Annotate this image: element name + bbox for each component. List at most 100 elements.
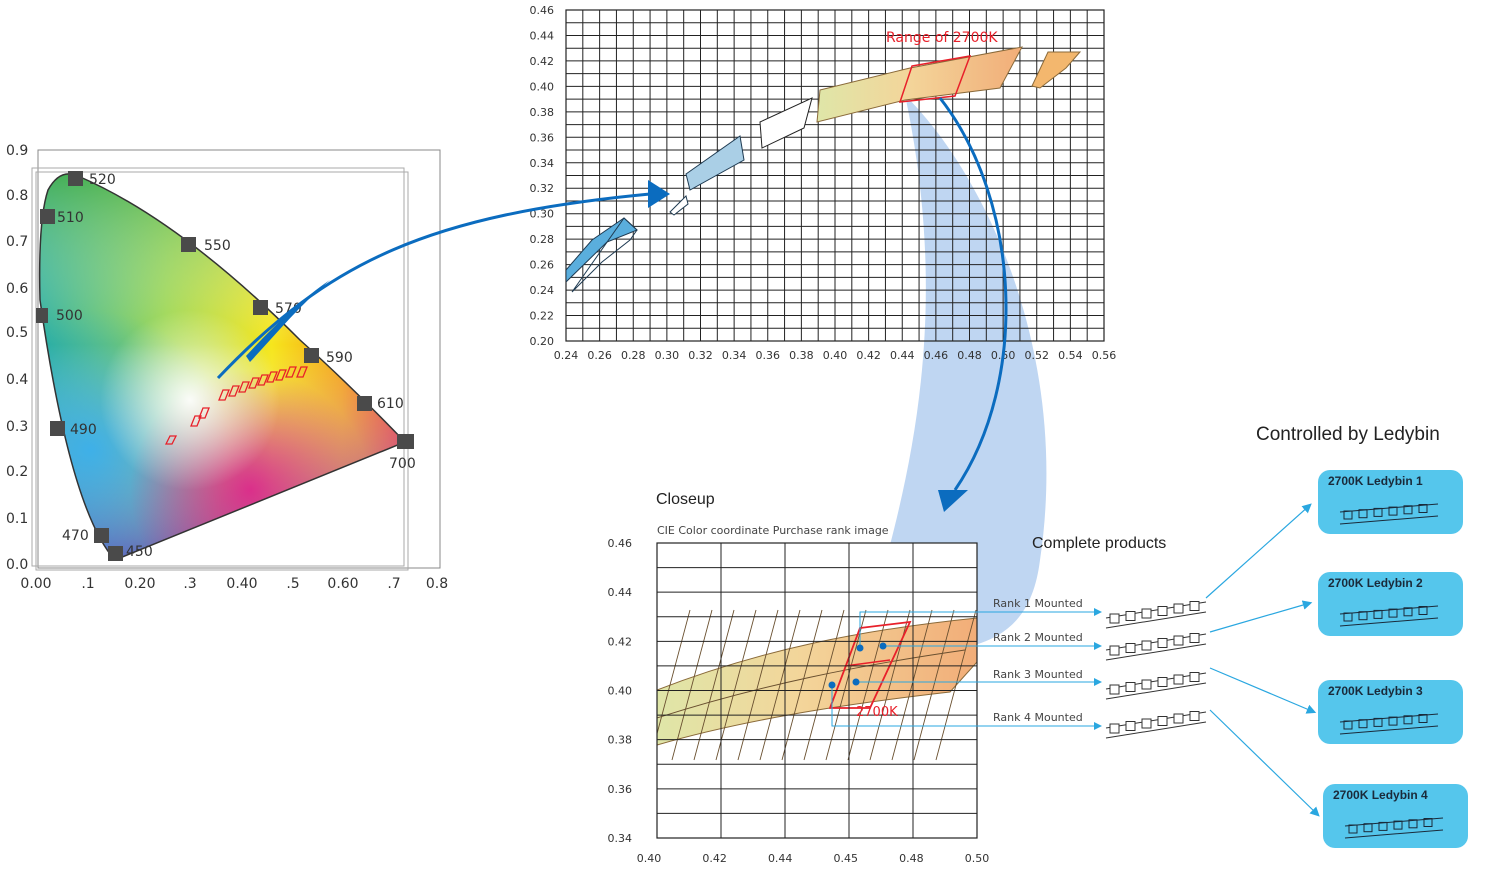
top-x-tick: 0.40	[823, 349, 848, 362]
top-y-tick: 0.28	[530, 233, 555, 246]
zoom-arrow-head	[938, 490, 968, 512]
bin-2200k	[1031, 51, 1082, 89]
ledybin-chip	[1403, 607, 1413, 617]
led-chip	[1173, 603, 1184, 614]
cie-x-tick: .1	[81, 576, 94, 592]
closeup-y-tick: 0.34	[608, 832, 633, 845]
led-chip	[1109, 723, 1120, 734]
ledybin-label: 2700K Ledybin 3	[1328, 684, 1423, 698]
cie-y-tick: 0.6	[6, 281, 28, 297]
top-x-tick: 0.52	[1025, 349, 1050, 362]
ledybin-bg	[1318, 470, 1463, 534]
cie-y-tick: 0.3	[6, 419, 28, 435]
top-y-tick: 0.24	[530, 284, 555, 297]
led-strip	[1105, 633, 1207, 661]
ledybin-box-2: 2700K Ledybin 2	[1318, 572, 1463, 636]
ledybin-chip	[1363, 823, 1373, 833]
closeup-x-tick: 0.48	[899, 852, 924, 865]
closeup-2700k-bin	[828, 620, 912, 709]
bin-5000k-a	[669, 195, 689, 216]
band-divider	[803, 609, 845, 761]
band-divider	[737, 609, 779, 761]
closeup-title: Closeup	[656, 491, 715, 508]
led-strip	[1105, 601, 1207, 629]
ledybin-label: 2700K Ledybin 1	[1328, 474, 1423, 488]
top-y-tick: 0.26	[530, 259, 555, 272]
top-y-tick: 0.44	[530, 29, 555, 42]
top-x-tick: 0.26	[587, 349, 612, 362]
cie-x-tick: 0.00	[20, 576, 51, 592]
closeup-2700k-label: 2700K	[856, 705, 898, 720]
ledybin-chip	[1358, 509, 1368, 519]
band-divider	[715, 609, 757, 761]
strip-to-bin-arrow	[1209, 709, 1320, 817]
ledybin-chip	[1373, 507, 1383, 517]
top-x-tick: 0.24	[554, 349, 579, 362]
ledybin-chip	[1418, 504, 1428, 513]
bin-2700k-range	[898, 55, 972, 103]
band-midline	[657, 649, 966, 719]
band-divider	[825, 609, 867, 761]
cie-y-tick: 0.5	[6, 325, 28, 341]
closeup-y-tick: 0.38	[608, 734, 633, 747]
bin-5000k	[685, 135, 745, 191]
top-x-tick: 0.34	[722, 349, 747, 362]
strip-to-bin-arrow	[1209, 667, 1317, 714]
led-chip	[1125, 682, 1136, 692]
ledybin-chip	[1403, 505, 1413, 515]
wl-450: 450	[126, 544, 153, 560]
top-chart-bins	[566, 46, 1082, 293]
closeup-y-tick: 0.36	[608, 783, 633, 796]
ledybin-chip	[1418, 606, 1428, 615]
closeup-x-tick: 0.50	[965, 852, 990, 865]
top-x-tick: 0.44	[890, 349, 915, 362]
led-chip	[1125, 721, 1136, 731]
led-strip	[1105, 672, 1207, 700]
wl-550: 550	[204, 238, 231, 254]
cie-y-tick: 0.0	[6, 557, 28, 573]
closeup-chart: Closeup CIE Color coordinate Purchase ra…	[608, 491, 1102, 865]
ledybin-chip	[1378, 821, 1388, 831]
ledybin-box-3: 2700K Ledybin 3	[1318, 680, 1463, 744]
top-y-tick: 0.42	[530, 55, 555, 68]
ledybin-boxes: 2700K Ledybin 1 2700K Ledybin 2 2700K Ledy…	[1318, 470, 1468, 848]
led-chip	[1109, 684, 1120, 695]
led-chip	[1189, 633, 1200, 643]
ledybin-chip	[1348, 824, 1358, 834]
led-chip	[1189, 711, 1200, 721]
top-x-tick: 0.28	[621, 349, 646, 362]
cie-color-gamut	[39, 173, 406, 560]
cie-x-tick: 0.20	[124, 576, 155, 592]
ledybin-title: Controlled by Ledybin	[1256, 424, 1440, 445]
led-chip	[1173, 635, 1184, 646]
band-divider	[847, 609, 889, 761]
wl-510: 510	[57, 210, 84, 226]
closeup-y-tick: 0.44	[608, 586, 633, 599]
top-x-tick: 0.32	[688, 349, 713, 362]
cie-y-tick: 0.2	[6, 464, 28, 480]
ledybin-chip	[1418, 714, 1428, 723]
ledybin-chip	[1343, 510, 1353, 520]
led-chip	[1157, 716, 1168, 726]
cie-y-tick: 0.9	[6, 143, 28, 159]
cie-to-top-arrow	[216, 192, 651, 380]
rank-3-label: Rank 3 Mounted	[993, 668, 1083, 681]
cie-arrow-head	[648, 180, 670, 208]
wl-500: 500	[56, 308, 83, 324]
cie-y-tick: 0.7	[6, 234, 28, 250]
led-chip	[1157, 677, 1168, 687]
rank-connectors	[831, 608, 1102, 730]
closeup-x-tick: 0.42	[702, 852, 727, 865]
ledybin-chip	[1388, 716, 1398, 726]
led-strip	[1105, 711, 1207, 739]
cie-arrow-tail	[246, 280, 330, 362]
led-chip	[1173, 713, 1184, 724]
ledybin-chip	[1343, 720, 1353, 730]
cie-frame-inner-2	[35, 171, 409, 571]
closeup-subtitle: CIE Color coordinate Purchase rank image	[657, 524, 889, 537]
cie-y-tick: 0.1	[6, 511, 28, 527]
led-chip	[1189, 672, 1200, 682]
wl-590: 590	[326, 350, 353, 366]
led-chip	[1141, 718, 1152, 729]
